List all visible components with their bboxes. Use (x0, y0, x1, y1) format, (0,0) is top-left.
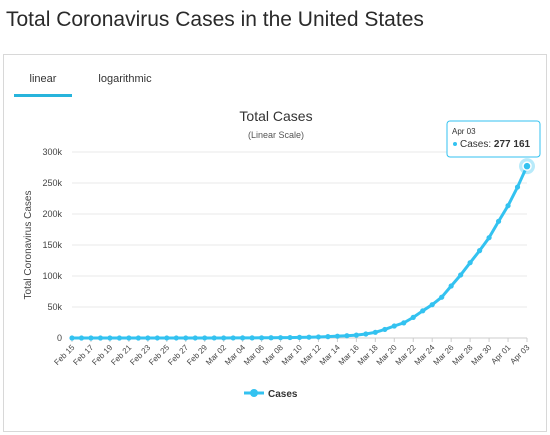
data-point[interactable] (363, 331, 369, 337)
x-tick-label: Apr 03 (508, 343, 531, 366)
data-point[interactable] (296, 334, 303, 340)
data-point[interactable] (467, 260, 473, 266)
data-point[interactable] (514, 184, 521, 190)
data-point[interactable] (145, 335, 151, 341)
data-point[interactable] (315, 334, 322, 340)
data-point[interactable] (334, 333, 341, 339)
data-point[interactable] (69, 335, 75, 341)
data-point[interactable] (505, 203, 511, 209)
legend-label: Cases (268, 389, 298, 400)
data-point[interactable] (268, 335, 274, 341)
data-point[interactable] (410, 314, 416, 320)
tooltip-colon: : (488, 139, 494, 150)
y-tick-label: 50k (47, 302, 62, 312)
grid-lines (72, 151, 527, 339)
chart-card: linear logarithmic (3, 54, 547, 432)
x-tick-label: Apr 01 (489, 343, 512, 366)
x-tick-label: Mar 30 (470, 343, 494, 367)
data-point[interactable] (353, 332, 359, 338)
data-point[interactable] (382, 326, 388, 333)
legend[interactable]: Cases (244, 389, 298, 400)
data-point[interactable] (240, 335, 246, 341)
data-point[interactable] (183, 335, 189, 341)
data-point[interactable] (287, 334, 293, 341)
y-tick-label: 200k (42, 209, 62, 219)
page-title: Total Coronavirus Cases in the United St… (6, 8, 424, 31)
highlighted-point-halo (519, 158, 535, 175)
data-point[interactable] (420, 308, 426, 314)
y-axis-label: Total Coronavirus Cases (23, 191, 34, 300)
tooltip: Apr 03 Cases: 277 161 (446, 120, 541, 158)
data-point[interactable] (135, 335, 141, 341)
data-point[interactable] (325, 334, 331, 340)
data-point[interactable] (97, 335, 104, 341)
data-point[interactable] (495, 218, 502, 224)
tooltip-box (446, 120, 541, 158)
tooltip-series-name: Cases: 277 161 (460, 139, 531, 150)
chart-subtitle: (Linear Scale) (248, 130, 304, 140)
series-line (72, 165, 529, 340)
data-point[interactable] (154, 335, 160, 341)
data-point[interactable] (126, 335, 132, 341)
tab-logarithmic[interactable]: logarithmic (98, 73, 152, 85)
data-point[interactable] (192, 335, 198, 341)
data-point[interactable] (173, 335, 179, 341)
data-point[interactable] (477, 248, 483, 254)
data-point[interactable] (78, 335, 85, 341)
tooltip-series-marker (453, 142, 457, 146)
y-tick-label: 0 (57, 333, 62, 343)
data-point[interactable] (164, 335, 170, 341)
data-point[interactable] (344, 333, 350, 339)
data-point[interactable] (107, 335, 113, 341)
data-point[interactable] (486, 235, 492, 241)
y-tick-label: 250k (42, 178, 62, 188)
data-point[interactable] (221, 335, 227, 341)
data-point[interactable] (372, 329, 378, 335)
tooltip-series-label: Cases (460, 139, 488, 150)
data-point[interactable] (391, 323, 397, 329)
data-point[interactable] (202, 335, 208, 341)
data-point[interactable] (258, 335, 265, 341)
data-point[interactable] (88, 335, 94, 341)
data-point[interactable] (439, 294, 445, 300)
y-tick-label: 100k (42, 271, 62, 281)
data-point[interactable] (458, 272, 464, 278)
highlighted-point[interactable] (522, 161, 532, 171)
tab-linear[interactable]: linear (14, 69, 72, 97)
data-point[interactable] (249, 335, 255, 341)
y-tick-label: 150k (42, 240, 62, 250)
data-point[interactable] (211, 335, 217, 341)
tooltip-date: Apr 03 (452, 127, 476, 136)
y-tick-labels: 0 50k 100k 150k 200k 250k 300k (42, 147, 62, 343)
data-point[interactable] (306, 334, 312, 340)
data-point[interactable] (116, 335, 122, 341)
data-point[interactable] (429, 302, 435, 308)
legend-marker (250, 389, 258, 397)
chart-title: Total Cases (239, 108, 312, 124)
data-point[interactable] (277, 335, 284, 341)
y-tick-label: 300k (42, 147, 62, 157)
data-point[interactable] (401, 320, 407, 326)
tooltip-value: 277 161 (494, 139, 531, 150)
data-point[interactable] (448, 283, 454, 289)
data-point[interactable] (230, 335, 236, 341)
series-cases (69, 158, 535, 341)
